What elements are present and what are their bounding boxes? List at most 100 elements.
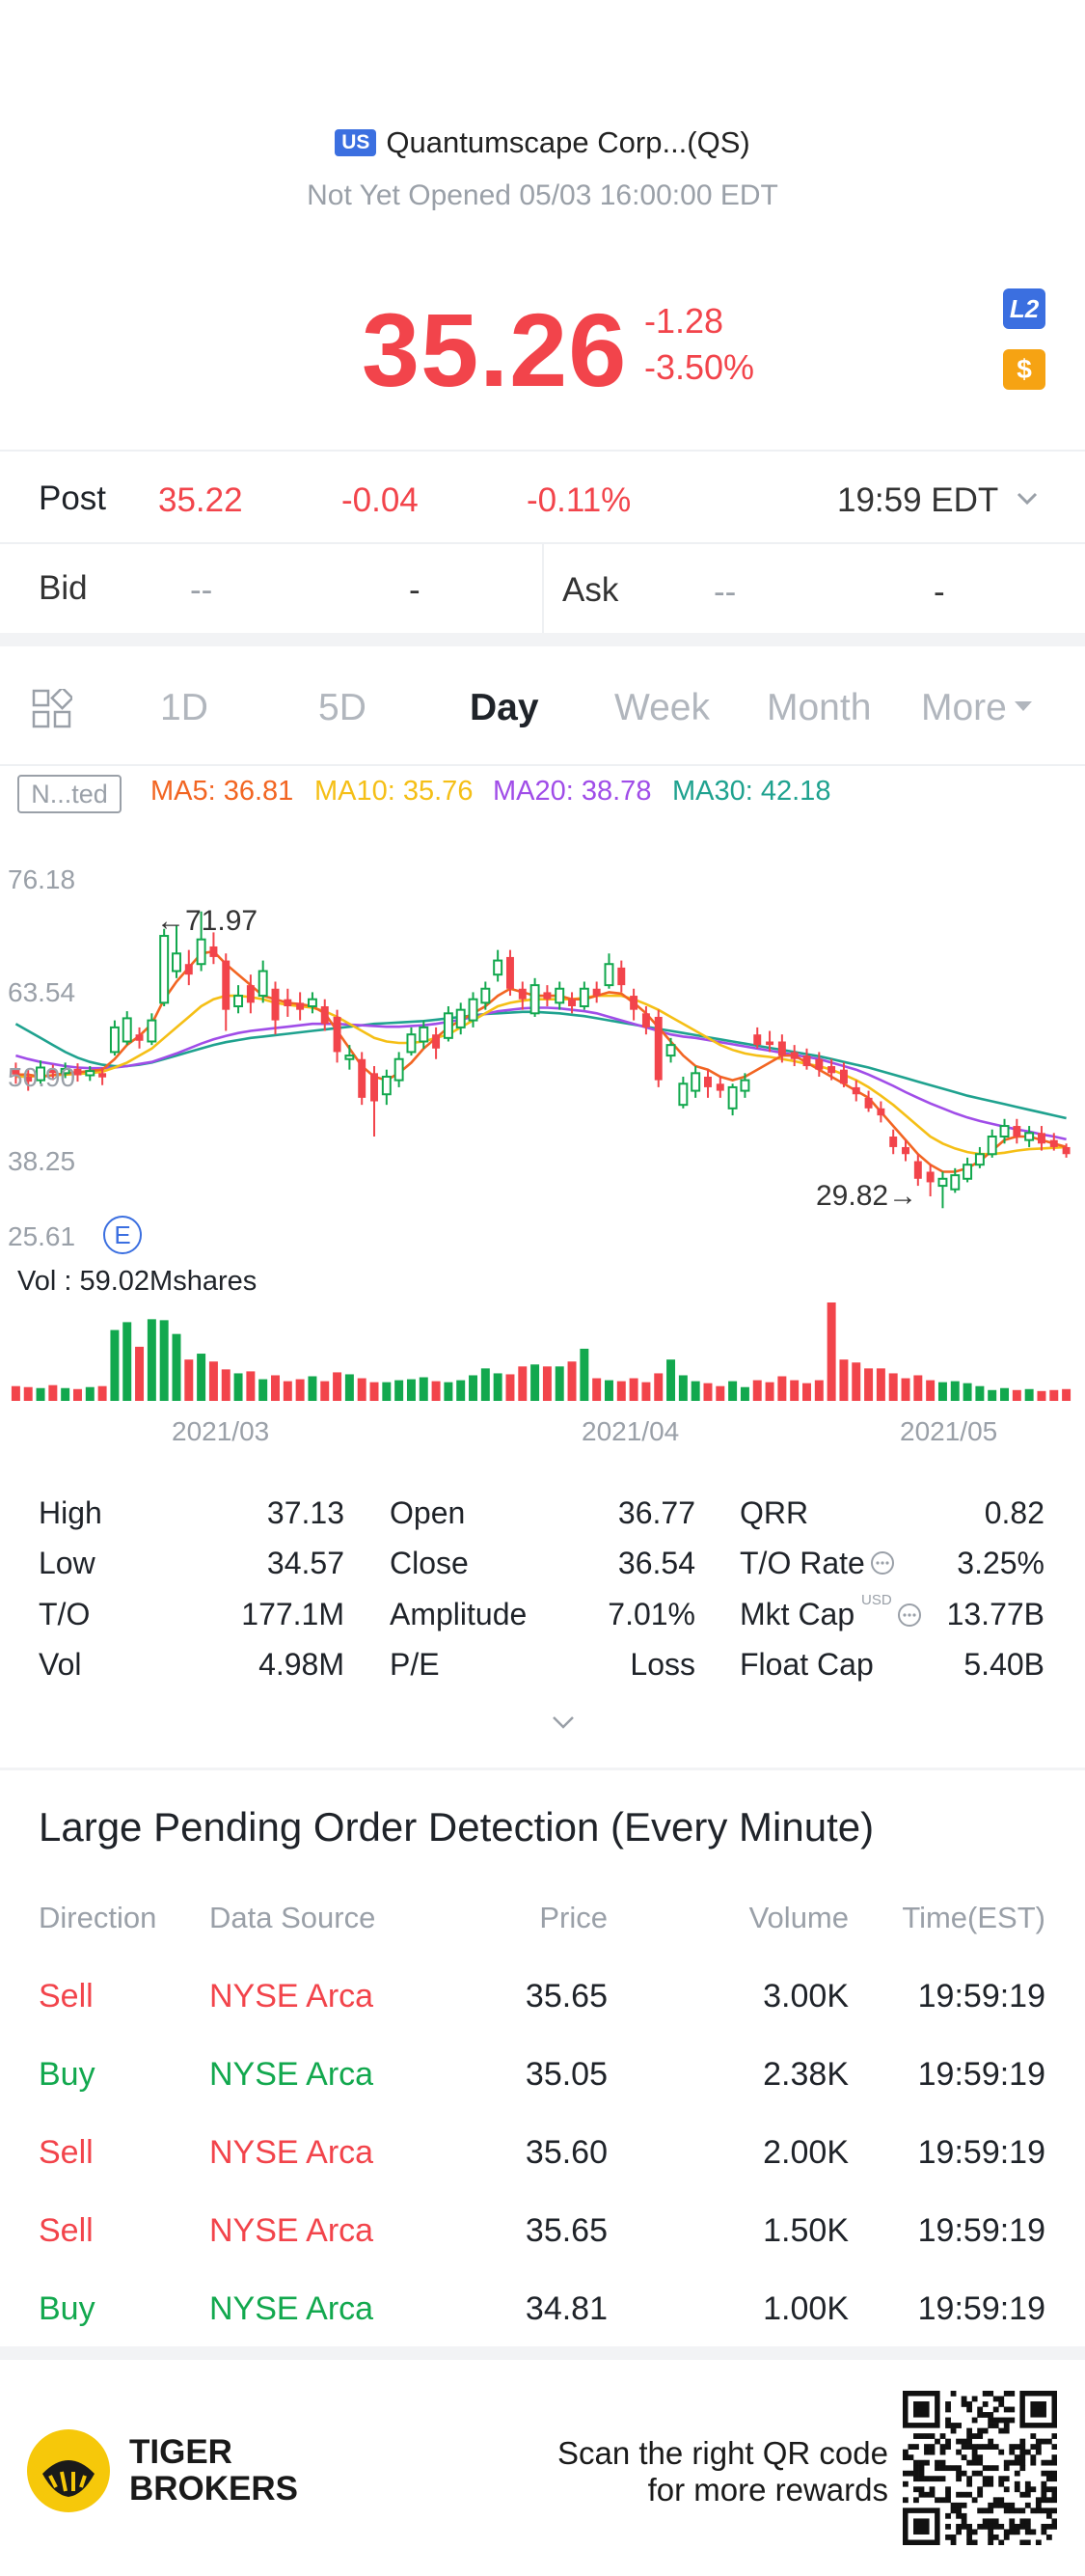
candle-body	[889, 1136, 898, 1147]
candle	[777, 1034, 786, 1063]
candle-body	[172, 952, 181, 973]
candle	[790, 1045, 799, 1067]
section-separator	[0, 633, 1085, 646]
candle-body	[455, 1008, 466, 1028]
candle	[320, 999, 329, 1031]
orders-title: Large Pending Order Detection (Every Min…	[39, 1804, 875, 1850]
stat-value: 177.1M	[241, 1597, 344, 1631]
candle	[258, 960, 268, 1003]
volume-bar	[703, 1383, 713, 1401]
volume-bar	[752, 1380, 762, 1401]
earnings-event-icon[interactable]: E	[103, 1216, 142, 1254]
candle	[135, 1027, 144, 1049]
candle	[381, 1069, 392, 1106]
candle-body	[678, 1082, 689, 1107]
stock-name: Quantumscape Corp...(QS)	[386, 125, 750, 159]
tab-more[interactable]: More	[921, 687, 1034, 729]
level2-icon[interactable]: L2	[1003, 288, 1045, 329]
candle-body	[493, 959, 503, 976]
ma10-line	[15, 994, 1067, 1156]
candle	[950, 1167, 961, 1193]
candle-body	[320, 1006, 329, 1025]
info-icon[interactable]	[869, 1549, 896, 1576]
candle-body	[937, 1177, 948, 1188]
order-volume: 2.38K	[763, 2056, 849, 2093]
volume-bar	[72, 1388, 82, 1401]
qr-code[interactable]	[903, 2391, 1057, 2545]
candle-body	[727, 1085, 738, 1110]
tab-1d[interactable]: 1D	[160, 687, 208, 728]
order-time: 19:59:19	[917, 2134, 1045, 2171]
candle-body	[740, 1079, 750, 1092]
volume-bar	[555, 1366, 564, 1401]
order-price: 35.60	[525, 2134, 608, 2171]
qr-finder	[1030, 2401, 1046, 2418]
candle-body	[196, 938, 206, 966]
grid-icon[interactable]	[32, 689, 72, 729]
order-source: NYSE Arca	[209, 1978, 374, 2014]
volume-bar	[444, 1382, 453, 1401]
candle	[60, 1062, 70, 1079]
candle	[926, 1165, 935, 1197]
candle	[913, 1154, 922, 1187]
expand-chevron-icon[interactable]	[551, 1713, 576, 1731]
post-time[interactable]: 19:59 EDT	[837, 481, 999, 519]
candle	[889, 1129, 898, 1155]
order-row: Sell NYSE Arca 35.60 2.00K 19:59:19	[0, 2134, 1085, 2182]
volume-bar	[258, 1379, 268, 1401]
tab-day[interactable]: Day	[470, 687, 539, 728]
candle-body	[555, 987, 565, 1004]
order-volume: 1.50K	[763, 2212, 849, 2249]
divider	[0, 450, 1085, 452]
stat-value: 3.25%	[957, 1546, 1044, 1580]
order-time: 19:59:19	[917, 1978, 1045, 2014]
candle-body	[271, 988, 280, 1021]
dollar-icon[interactable]: $	[1003, 349, 1045, 390]
price-change: -1.28	[644, 301, 724, 341]
info-icon[interactable]	[896, 1602, 923, 1629]
volume-bar	[839, 1359, 849, 1401]
stat-value: 13.77B	[946, 1597, 1044, 1631]
order-source: NYSE Arca	[209, 2212, 374, 2249]
order-direction: Buy	[39, 2290, 95, 2327]
candle	[802, 1048, 811, 1070]
stat-value: 36.54	[617, 1546, 695, 1580]
volume-bar	[208, 1361, 218, 1401]
volume-bar	[802, 1383, 811, 1401]
candle-body	[604, 963, 614, 987]
y-tick-label: 38.25	[8, 1146, 76, 1176]
volume-bar	[122, 1322, 132, 1401]
candle	[48, 1064, 57, 1081]
stat-value: 7.01%	[608, 1597, 695, 1631]
candle	[815, 1052, 824, 1077]
tab-5d[interactable]: 5D	[318, 687, 366, 728]
candle	[839, 1062, 848, 1087]
section-separator	[0, 2346, 1085, 2360]
volume-bar	[777, 1376, 787, 1401]
volume-bar	[1062, 1388, 1071, 1401]
stat-value: Loss	[630, 1647, 695, 1682]
candlestick-chart[interactable]	[0, 0, 1085, 1476]
candle-body	[987, 1135, 997, 1156]
volume-bar	[654, 1373, 664, 1401]
tab-more-label: More	[921, 687, 1007, 728]
last-price: 35.26	[362, 291, 628, 408]
candle-body	[665, 1044, 676, 1057]
candle	[1013, 1118, 1021, 1144]
volume-bar	[740, 1386, 749, 1401]
volume-bar	[926, 1380, 936, 1401]
candle-body	[963, 1164, 973, 1180]
chevron-down-icon[interactable]	[1015, 486, 1040, 509]
volume-bar	[246, 1371, 256, 1401]
order-time: 19:59:19	[917, 2290, 1045, 2327]
tab-month[interactable]: Month	[767, 687, 872, 728]
adjust-selector[interactable]: N...ted	[17, 775, 122, 813]
stat-label: High	[39, 1495, 102, 1530]
tab-week[interactable]: Week	[614, 687, 710, 728]
candle	[987, 1129, 997, 1158]
post-change-percent: -0.11%	[527, 481, 632, 519]
x-tick-label: 2021/03	[172, 1416, 270, 1446]
candle	[999, 1118, 1010, 1144]
stat-value: 0.82	[984, 1495, 1044, 1530]
order-volume: 1.00K	[763, 2290, 849, 2327]
